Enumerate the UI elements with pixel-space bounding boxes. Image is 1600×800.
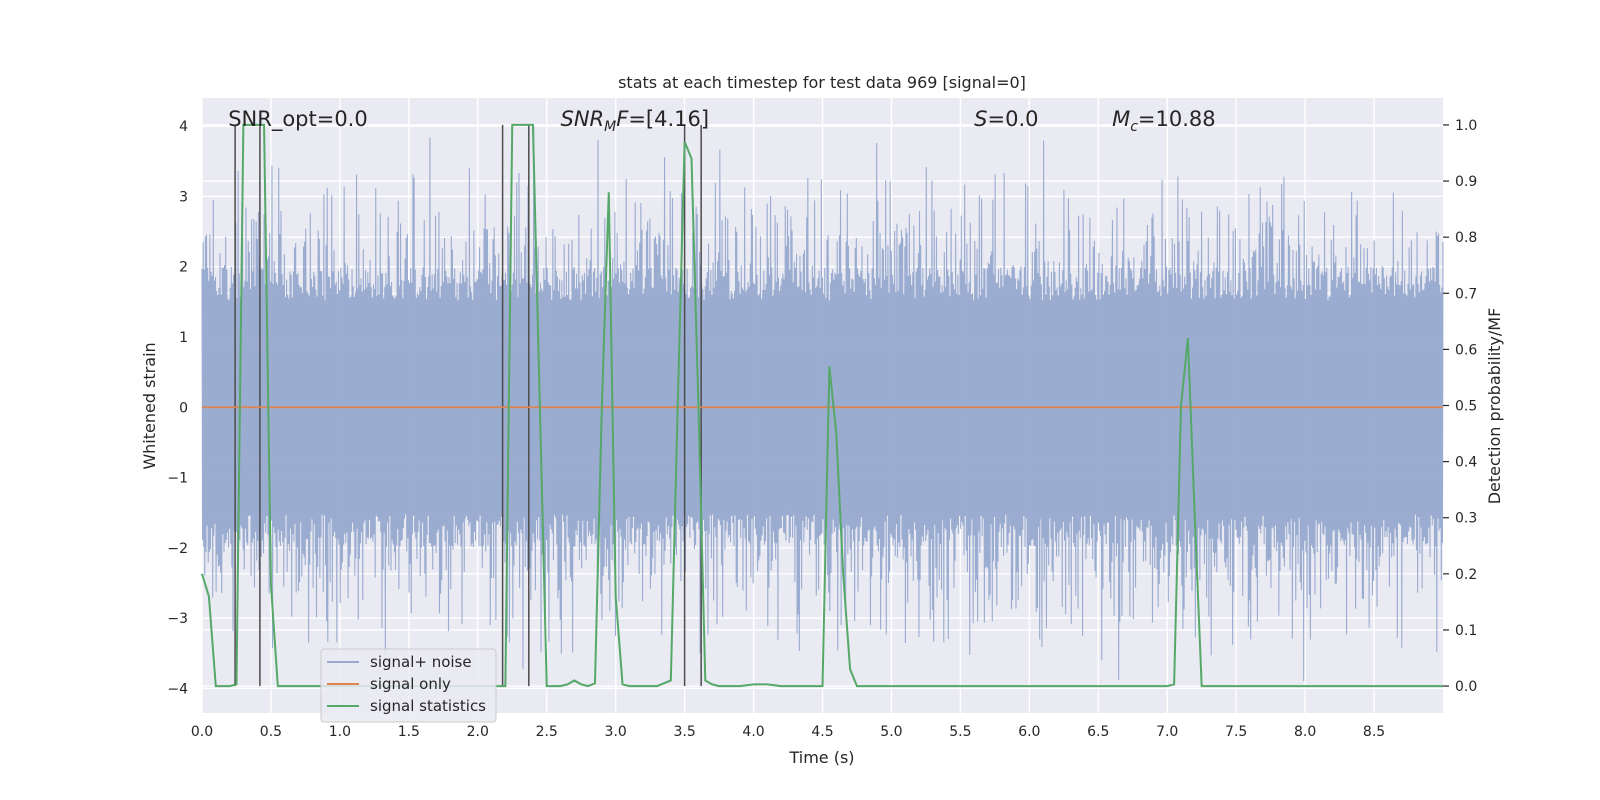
y-tick-label-6: 2 xyxy=(179,260,188,276)
chart-title: stats at each timestep for test data 969… xyxy=(618,73,1026,92)
y2-tick-label-6: 0.6 xyxy=(1455,342,1477,358)
y-tick-label-4: 0 xyxy=(179,400,188,416)
y2-tick-label-0: 0.0 xyxy=(1455,679,1477,695)
x-axis-ticks: 0.0 0.5 1.0 1.5 2.0 2.5 3.0 3.5 4.0 4.5 5.0 5.5 6.0 6… xyxy=(191,724,1385,740)
x-axis-label: Time (s) xyxy=(788,748,854,767)
y-tick-label-3: −1 xyxy=(167,471,188,487)
annotation-3: Mc=10.88 xyxy=(1112,107,1216,135)
signal-noise-series xyxy=(201,126,1444,682)
y2-tick-label-10: 1.0 xyxy=(1455,118,1477,134)
vertical-markers xyxy=(234,124,702,687)
legend-box xyxy=(320,648,497,723)
y2-tick-label-9: 0.9 xyxy=(1455,174,1477,190)
x-tick-label-12: 6.0 xyxy=(1018,724,1040,740)
x-tick-label-8: 4.0 xyxy=(742,724,764,740)
y2-axis-label: Detection probability/MF xyxy=(1485,308,1504,505)
signal-noise-line xyxy=(201,126,1444,682)
x-tick-label-1: 0.5 xyxy=(260,724,282,740)
x-tick-label-14: 7.0 xyxy=(1156,724,1178,740)
signal-statistics-line xyxy=(201,123,1443,688)
x-tick-label-16: 8.0 xyxy=(1294,724,1316,740)
x-tick-label-10: 5.0 xyxy=(880,724,902,740)
y-tick-label-8: 4 xyxy=(179,119,188,135)
y2-tick-label-1: 0.1 xyxy=(1455,623,1477,639)
x-tick-label-13: 6.5 xyxy=(1087,724,1109,740)
x-tick-label-9: 4.5 xyxy=(811,724,833,740)
legend: signal+ noise signal only signal statist… xyxy=(320,648,497,723)
legend-label-signal-noise: signal+ noise xyxy=(370,653,472,671)
annotations: SNR_opt=0.0 SNRMF=[4.16] S=0.0 Mc=10.88 xyxy=(228,107,1215,135)
x-tick-label-2: 1.0 xyxy=(329,724,351,740)
x-tick-label-7: 3.5 xyxy=(673,724,695,740)
x-tick-label-3: 1.5 xyxy=(398,724,420,740)
x-tick-label-6: 3.0 xyxy=(605,724,627,740)
y2-tick-label-3: 0.3 xyxy=(1455,511,1477,527)
y-axis-ticks: −4 −3 −2 −1 0 1 2 3 4 xyxy=(167,119,188,697)
legend-label-signal-statistics: signal statistics xyxy=(370,697,486,715)
x-tick-label-15: 7.5 xyxy=(1225,724,1247,740)
y-tick-label-1: −3 xyxy=(167,611,188,627)
y-tick-label-2: −2 xyxy=(167,541,188,557)
legend-label-signal-only: signal only xyxy=(370,675,451,693)
x-tick-label-5: 2.5 xyxy=(536,724,558,740)
x-tick-label-4: 2.0 xyxy=(467,724,489,740)
annotation-1: SNRMF=[4.16] xyxy=(561,107,710,135)
y-tick-label-5: 1 xyxy=(179,330,188,346)
x-tick-label-17: 8.5 xyxy=(1363,724,1385,740)
y-tick-label-7: 3 xyxy=(179,189,188,205)
y2-tick-label-8: 0.8 xyxy=(1455,230,1477,246)
signal-statistics-series xyxy=(201,123,1443,688)
annotation-2: S=0.0 xyxy=(974,107,1038,131)
y-tick-label-0: −4 xyxy=(167,681,188,697)
x-tick-label-11: 5.5 xyxy=(949,724,971,740)
y2-tick-label-4: 0.4 xyxy=(1455,455,1477,471)
y2-tick-label-5: 0.5 xyxy=(1455,399,1477,415)
y2-tick-label-7: 0.7 xyxy=(1455,286,1477,302)
y2-tick-label-2: 0.2 xyxy=(1455,567,1477,583)
y2-axis-ticks: 0.0 0.1 0.2 0.3 0.4 0.5 0.6 0.7 0.8 0.9 1.0 xyxy=(1443,118,1477,695)
annotation-0: SNR_opt=0.0 xyxy=(228,107,368,132)
y-axis-label: Whitened strain xyxy=(140,342,159,469)
x-tick-label-0: 0.0 xyxy=(191,724,213,740)
